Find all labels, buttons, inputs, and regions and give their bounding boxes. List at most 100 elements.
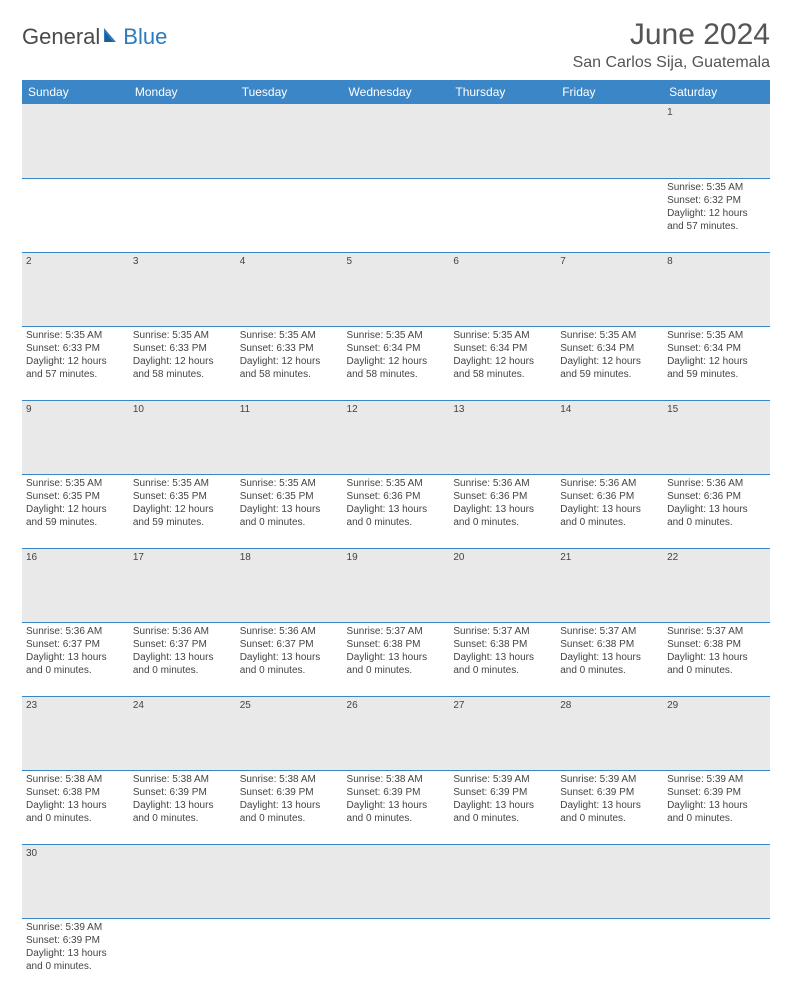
brand-blue: Blue <box>123 24 167 50</box>
day-detail-cell: Sunrise: 5:35 AMSunset: 6:33 PMDaylight:… <box>129 326 236 400</box>
day-detail-row: Sunrise: 5:35 AMSunset: 6:32 PMDaylight:… <box>22 178 770 252</box>
cell-sunrise: Sunrise: 5:37 AM <box>667 625 766 638</box>
day-detail-cell: Sunrise: 5:35 AMSunset: 6:33 PMDaylight:… <box>22 326 129 400</box>
day-number-cell: 21 <box>556 548 663 622</box>
day-number-cell <box>343 844 450 918</box>
day-detail-row: Sunrise: 5:35 AMSunset: 6:35 PMDaylight:… <box>22 474 770 548</box>
day-number-cell <box>236 104 343 178</box>
cell-sunset: Sunset: 6:39 PM <box>560 786 659 799</box>
cell-sunrise: Sunrise: 5:38 AM <box>133 773 232 786</box>
cell-sunset: Sunset: 6:39 PM <box>133 786 232 799</box>
cell-day2: and 0 minutes. <box>26 960 125 973</box>
day-number-cell: 12 <box>343 400 450 474</box>
cell-day1: Daylight: 12 hours <box>26 355 125 368</box>
cell-day1: Daylight: 13 hours <box>26 651 125 664</box>
day-number-row: 30 <box>22 844 770 918</box>
day-detail-cell: Sunrise: 5:37 AMSunset: 6:38 PMDaylight:… <box>663 622 770 696</box>
day-number-row: 16171819202122 <box>22 548 770 622</box>
day-number-row: 9101112131415 <box>22 400 770 474</box>
day-number-cell <box>449 844 556 918</box>
weekday-header: Monday <box>129 80 236 104</box>
day-detail-cell: Sunrise: 5:35 AMSunset: 6:35 PMDaylight:… <box>129 474 236 548</box>
cell-day2: and 0 minutes. <box>667 812 766 825</box>
day-detail-cell <box>236 918 343 992</box>
cell-sunrise: Sunrise: 5:35 AM <box>347 329 446 342</box>
day-detail-cell <box>556 178 663 252</box>
cell-sunrise: Sunrise: 5:35 AM <box>453 329 552 342</box>
day-detail-cell: Sunrise: 5:35 AMSunset: 6:34 PMDaylight:… <box>343 326 450 400</box>
cell-sunset: Sunset: 6:34 PM <box>453 342 552 355</box>
cell-sunset: Sunset: 6:35 PM <box>26 490 125 503</box>
day-detail-cell: Sunrise: 5:35 AMSunset: 6:35 PMDaylight:… <box>22 474 129 548</box>
cell-sunrise: Sunrise: 5:35 AM <box>560 329 659 342</box>
cell-sunset: Sunset: 6:38 PM <box>347 638 446 651</box>
day-number-cell: 29 <box>663 696 770 770</box>
cell-day2: and 58 minutes. <box>133 368 232 381</box>
day-number-cell: 8 <box>663 252 770 326</box>
day-number-cell <box>129 104 236 178</box>
cell-sunrise: Sunrise: 5:36 AM <box>240 625 339 638</box>
cell-day1: Daylight: 13 hours <box>133 651 232 664</box>
day-number-cell: 26 <box>343 696 450 770</box>
day-detail-row: Sunrise: 5:35 AMSunset: 6:33 PMDaylight:… <box>22 326 770 400</box>
cell-day1: Daylight: 13 hours <box>26 799 125 812</box>
day-detail-cell: Sunrise: 5:38 AMSunset: 6:39 PMDaylight:… <box>343 770 450 844</box>
title-block: June 2024 San Carlos Sija, Guatemala <box>573 18 770 72</box>
day-number-cell: 15 <box>663 400 770 474</box>
day-detail-cell <box>22 178 129 252</box>
cell-sunset: Sunset: 6:35 PM <box>240 490 339 503</box>
cell-day2: and 57 minutes. <box>26 368 125 381</box>
cell-day1: Daylight: 13 hours <box>453 503 552 516</box>
cell-sunset: Sunset: 6:36 PM <box>560 490 659 503</box>
cell-sunrise: Sunrise: 5:39 AM <box>560 773 659 786</box>
day-number-row: 2345678 <box>22 252 770 326</box>
cell-day2: and 59 minutes. <box>133 516 232 529</box>
day-detail-cell: Sunrise: 5:36 AMSunset: 6:37 PMDaylight:… <box>129 622 236 696</box>
cell-day1: Daylight: 12 hours <box>560 355 659 368</box>
brand-general: General <box>22 24 100 50</box>
day-number-cell <box>22 104 129 178</box>
cell-sunrise: Sunrise: 5:36 AM <box>453 477 552 490</box>
day-detail-cell: Sunrise: 5:35 AMSunset: 6:35 PMDaylight:… <box>236 474 343 548</box>
cell-sunset: Sunset: 6:32 PM <box>667 194 766 207</box>
cell-sunrise: Sunrise: 5:38 AM <box>26 773 125 786</box>
cell-sunset: Sunset: 6:38 PM <box>26 786 125 799</box>
day-detail-cell: Sunrise: 5:39 AMSunset: 6:39 PMDaylight:… <box>663 770 770 844</box>
day-number-cell: 20 <box>449 548 556 622</box>
day-number-cell: 7 <box>556 252 663 326</box>
cell-day1: Daylight: 13 hours <box>667 799 766 812</box>
cell-sunset: Sunset: 6:33 PM <box>26 342 125 355</box>
cell-day2: and 0 minutes. <box>347 812 446 825</box>
cell-day2: and 0 minutes. <box>240 516 339 529</box>
day-detail-cell <box>449 918 556 992</box>
calendar-table: Sunday Monday Tuesday Wednesday Thursday… <box>22 80 770 992</box>
day-detail-row: Sunrise: 5:36 AMSunset: 6:37 PMDaylight:… <box>22 622 770 696</box>
cell-day1: Daylight: 13 hours <box>560 503 659 516</box>
day-number-cell: 2 <box>22 252 129 326</box>
cell-sunset: Sunset: 6:39 PM <box>347 786 446 799</box>
day-number-cell <box>236 844 343 918</box>
cell-day1: Daylight: 12 hours <box>133 503 232 516</box>
day-number-cell: 27 <box>449 696 556 770</box>
day-number-cell: 18 <box>236 548 343 622</box>
day-detail-cell: Sunrise: 5:38 AMSunset: 6:39 PMDaylight:… <box>129 770 236 844</box>
day-number-cell <box>556 844 663 918</box>
cell-day2: and 0 minutes. <box>560 516 659 529</box>
day-detail-cell: Sunrise: 5:37 AMSunset: 6:38 PMDaylight:… <box>343 622 450 696</box>
cell-sunset: Sunset: 6:33 PM <box>240 342 339 355</box>
day-detail-cell: Sunrise: 5:39 AMSunset: 6:39 PMDaylight:… <box>449 770 556 844</box>
cell-day1: Daylight: 13 hours <box>667 503 766 516</box>
brand-logo: General Blue <box>22 18 167 50</box>
cell-sunset: Sunset: 6:39 PM <box>26 934 125 947</box>
cell-sunrise: Sunrise: 5:35 AM <box>26 477 125 490</box>
cell-day2: and 0 minutes. <box>26 664 125 677</box>
day-detail-cell: Sunrise: 5:36 AMSunset: 6:36 PMDaylight:… <box>449 474 556 548</box>
day-number-cell: 23 <box>22 696 129 770</box>
sail-icon <box>102 24 122 50</box>
day-number-cell: 9 <box>22 400 129 474</box>
day-detail-cell: Sunrise: 5:35 AMSunset: 6:36 PMDaylight:… <box>343 474 450 548</box>
day-detail-cell <box>236 178 343 252</box>
cell-sunrise: Sunrise: 5:39 AM <box>453 773 552 786</box>
day-number-cell: 17 <box>129 548 236 622</box>
cell-day2: and 57 minutes. <box>667 220 766 233</box>
